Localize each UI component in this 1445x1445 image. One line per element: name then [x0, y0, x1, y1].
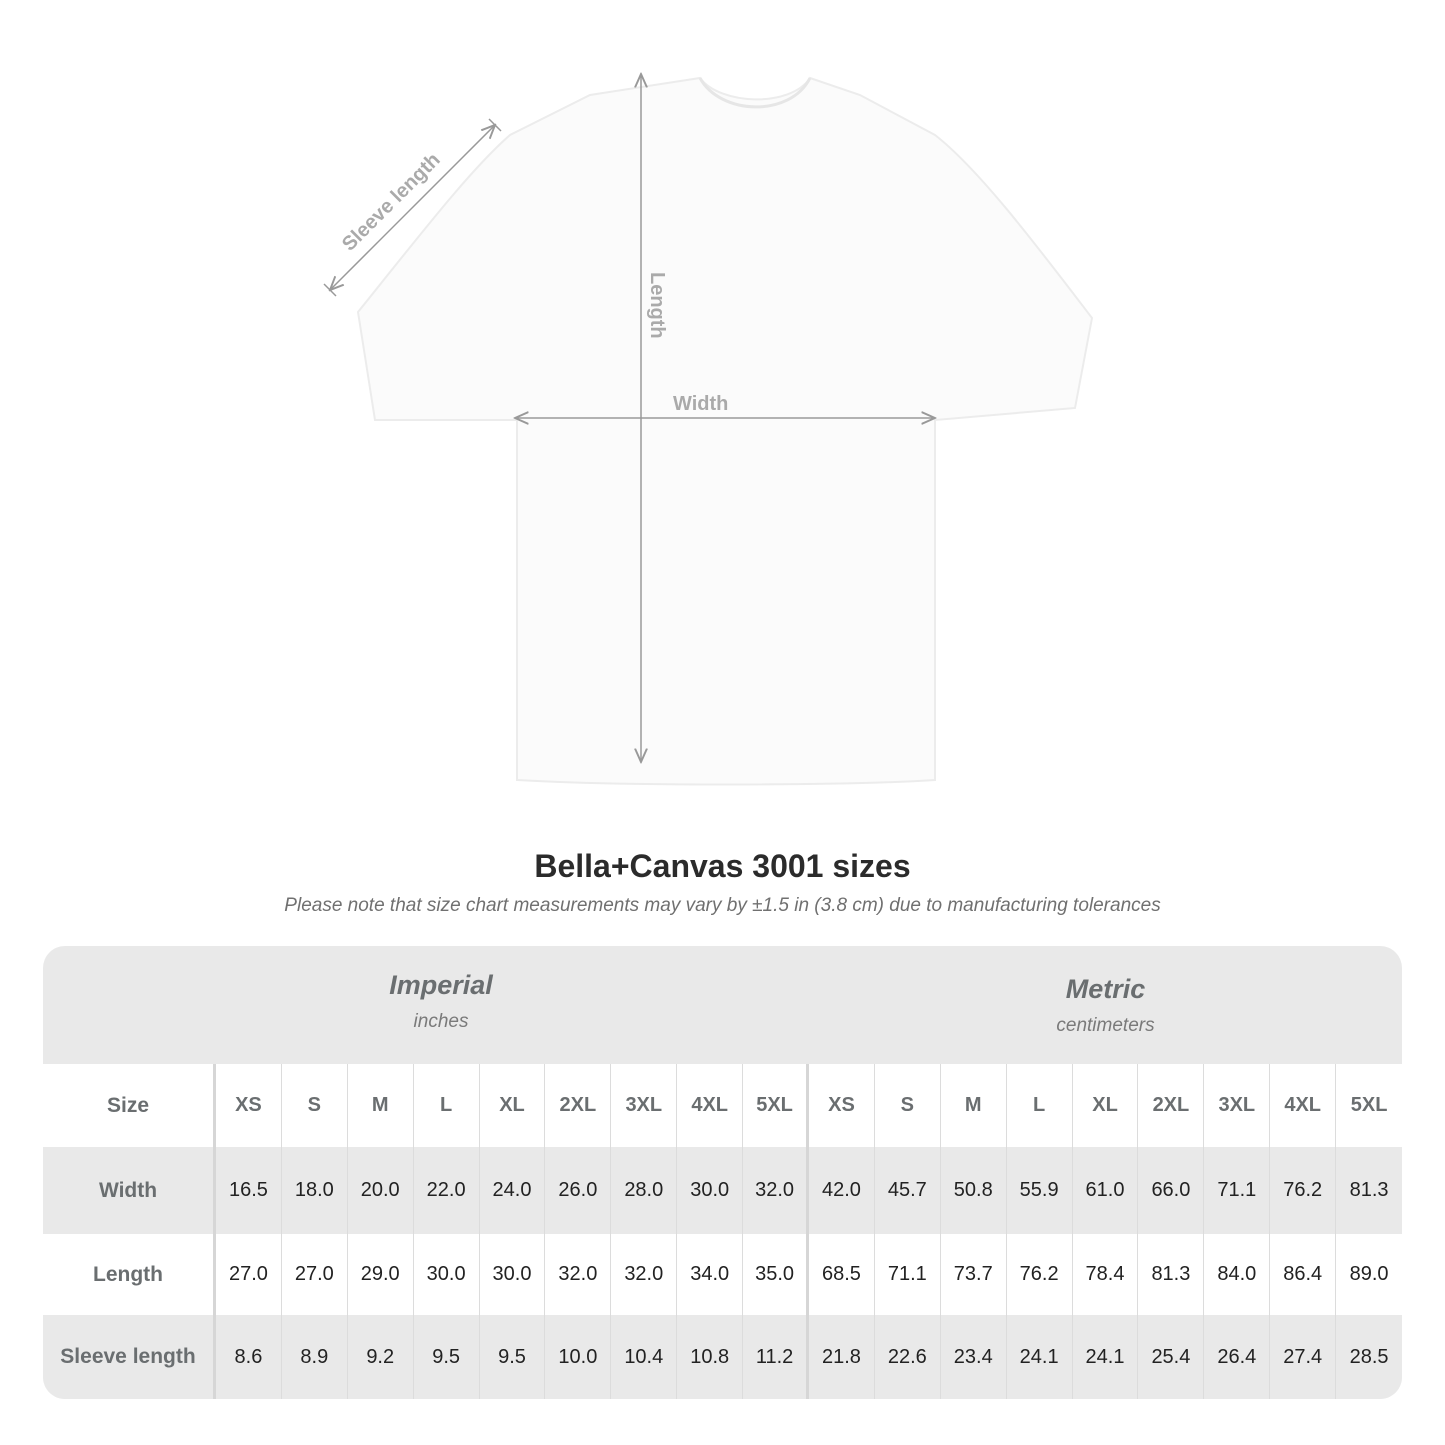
imperial-value-cell: 32.0: [743, 1147, 810, 1234]
metric-value-cell: 78.4: [1073, 1234, 1139, 1315]
metric-value-cell: 71.1: [875, 1234, 941, 1315]
tshirt-shape: [356, 76, 1094, 786]
imperial-value-cell: 24.0: [480, 1147, 546, 1234]
imperial-value-cell: 9.2: [348, 1315, 414, 1399]
size-table: Imperial inches Metric centimeters Size X…: [43, 946, 1402, 1399]
imperial-size-2xl: 2XL: [545, 1064, 612, 1147]
tolerance-note: Please note that size chart measurements…: [284, 895, 1161, 916]
imperial-value-cell: 10.4: [611, 1315, 678, 1399]
imperial-size-4xl: 4XL: [677, 1064, 744, 1147]
row-label: Width: [43, 1147, 216, 1234]
row-label: Length: [43, 1234, 216, 1315]
metric-size-s: S: [875, 1064, 941, 1147]
metric-value-cell: 76.2: [1270, 1147, 1337, 1234]
imperial-value-cell: 28.0: [611, 1147, 678, 1234]
imperial-value-cell: 27.0: [282, 1234, 348, 1315]
metric-value-cell: 50.8: [941, 1147, 1007, 1234]
imperial-value-cell: 29.0: [348, 1234, 414, 1315]
imperial-value-cell: 32.0: [611, 1234, 678, 1315]
metric-value-cell: 45.7: [875, 1147, 941, 1234]
metric-size-xs: XS: [809, 1064, 875, 1147]
table-row: Sleeve length 8.6 8.9 9.2 9.5 9.5 10.0 10.4 10.8…: [43, 1315, 1402, 1399]
imperial-value-cell: 9.5: [480, 1315, 546, 1399]
metric-size-m: M: [941, 1064, 1007, 1147]
imperial-size-xs: XS: [216, 1064, 282, 1147]
metric-value-cell: 66.0: [1138, 1147, 1205, 1234]
metric-unit: centimeters: [1056, 1015, 1155, 1036]
imperial-size-xl: XL: [480, 1064, 546, 1147]
imperial-value-cell: 22.0: [414, 1147, 480, 1234]
metric-size-5xl: 5XL: [1350, 1094, 1388, 1116]
metric-value-cell: 68.5: [809, 1234, 875, 1315]
size-label: Size: [43, 1064, 216, 1147]
imperial-value-cell: 32.0: [545, 1234, 612, 1315]
metric-value-cell: 42.0: [809, 1147, 875, 1234]
metric-value-cell: 76.2: [1007, 1234, 1073, 1315]
table-row: Width 16.5 18.0 20.0 22.0 24.0 26.0 28.0 30.0 32.…: [43, 1147, 1402, 1234]
metric-value-cell: 21.8: [809, 1315, 875, 1399]
imperial-value-cell: 16.5: [216, 1147, 282, 1234]
metric-value-cell: 27.4: [1270, 1315, 1337, 1399]
size-header-row: Size XS S M L XL 2XL 3XL 4XL 5XL XS S M L XL 2XL 3XL 4XL 5…: [43, 1064, 1402, 1147]
metric-value-cell: 22.6: [875, 1315, 941, 1399]
imperial-value-cell: 18.0: [282, 1147, 348, 1234]
metric-header: Metric centimeters: [809, 974, 1402, 1037]
imperial-size-5xl: 5XL: [743, 1064, 810, 1147]
metric-value-cell: 89.0: [1349, 1263, 1389, 1285]
metric-size-2xl: 2XL: [1138, 1064, 1205, 1147]
imperial-unit: inches: [413, 1011, 469, 1032]
imperial-value-cell: 34.0: [677, 1234, 744, 1315]
imperial-value-cell: 8.6: [216, 1315, 282, 1399]
metric-value-cell: 73.7: [941, 1234, 1007, 1315]
metric-size-xl: XL: [1073, 1064, 1139, 1147]
metric-value-cell: 23.4: [941, 1315, 1007, 1399]
metric-size-3xl: 3XL: [1204, 1064, 1271, 1147]
imperial-heading: Imperial: [389, 970, 493, 1000]
imperial-value-cell: 10.8: [677, 1315, 744, 1399]
row-label: Sleeve length: [43, 1315, 216, 1399]
imperial-value-cell: 30.0: [677, 1147, 744, 1234]
metric-value-cell: 28.5: [1349, 1345, 1389, 1368]
chart-title: Bella+Canvas 3001 sizes: [534, 848, 911, 884]
imperial-value-cell: 27.0: [216, 1234, 282, 1315]
imperial-size-3xl: 3XL: [611, 1064, 678, 1147]
table-row: Length 27.0 27.0 29.0 30.0 30.0 32.0 32.0 34.0 35…: [43, 1234, 1402, 1315]
metric-value-cell: 71.1: [1204, 1147, 1271, 1234]
metric-value-cell: 81.3: [1349, 1179, 1389, 1201]
imperial-value-cell: 10.0: [545, 1315, 612, 1399]
metric-value-cell: 86.4: [1270, 1234, 1337, 1315]
imperial-size-m: M: [348, 1064, 414, 1147]
metric-value-cell: 24.1: [1007, 1315, 1073, 1399]
metric-value-cell: 84.0: [1204, 1234, 1271, 1315]
length-label: Length: [646, 272, 668, 339]
imperial-value-cell: 11.2: [743, 1315, 810, 1399]
metric-value-cell: 61.0: [1073, 1147, 1139, 1234]
metric-size-l: L: [1007, 1064, 1073, 1147]
metric-value-cell: 81.3: [1138, 1234, 1205, 1315]
imperial-value-cell: 30.0: [414, 1234, 480, 1315]
imperial-value-cell: 20.0: [348, 1147, 414, 1234]
metric-value-cell: 55.9: [1007, 1147, 1073, 1234]
imperial-header: Imperial inches: [216, 970, 666, 1033]
imperial-value-cell: 8.9: [282, 1315, 348, 1399]
tshirt-diagram: Sleeve length Length Width: [323, 0, 1094, 786]
imperial-size-s: S: [282, 1064, 348, 1147]
metric-heading: Metric: [1065, 974, 1146, 1004]
imperial-value-cell: 9.5: [414, 1315, 480, 1399]
imperial-value-cell: 35.0: [743, 1234, 810, 1315]
width-label: Width: [673, 393, 728, 415]
imperial-value-cell: 26.0: [545, 1147, 612, 1234]
imperial-size-l: L: [414, 1064, 480, 1147]
metric-value-cell: 26.4: [1204, 1315, 1271, 1399]
metric-size-4xl: 4XL: [1270, 1064, 1337, 1147]
metric-value-cell: 25.4: [1138, 1315, 1205, 1399]
sleeve-length-arrow: [330, 125, 495, 290]
metric-value-cell: 24.1: [1073, 1315, 1139, 1399]
imperial-value-cell: 30.0: [480, 1234, 546, 1315]
